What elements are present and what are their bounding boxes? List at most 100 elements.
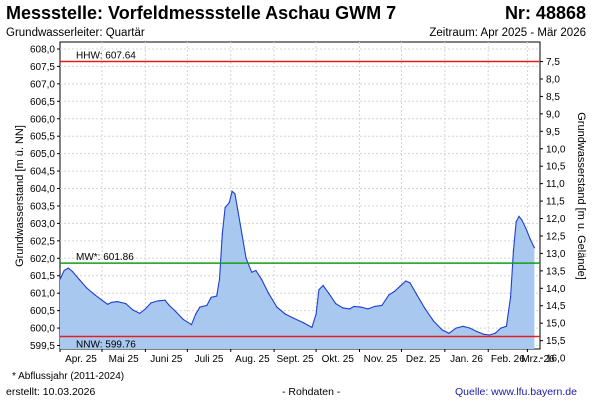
- x-tick-label: Juli 25: [195, 354, 224, 365]
- data-point: [101, 299, 103, 301]
- y-right-tick-label: 15,5: [546, 336, 566, 347]
- y-tick-label: 608,0: [30, 44, 55, 55]
- data-point: [525, 228, 527, 230]
- data-point: [86, 287, 88, 289]
- y-right-tick-label: 13,5: [546, 266, 566, 277]
- data-point: [424, 308, 426, 310]
- data-point: [237, 208, 239, 211]
- data-point: [483, 333, 485, 335]
- data-point: [529, 238, 531, 240]
- y-tick-label: 602,0: [30, 254, 55, 265]
- data-point: [489, 334, 491, 336]
- data-point: [469, 327, 471, 329]
- data-point: [533, 247, 536, 249]
- data-point: [157, 300, 159, 302]
- data-point: [416, 294, 418, 296]
- data-point: [367, 308, 369, 310]
- y-axis-left: 608,0 607,5 607,0 606,5 606,0 605,5 605,0 604,5…: [30, 44, 60, 352]
- data-point: [150, 302, 152, 304]
- reference-line-label: NNW: 599.76: [76, 339, 136, 350]
- data-point: [174, 310, 176, 312]
- raw-data-note: - Rohdaten -: [282, 386, 341, 398]
- x-tick-label: Mrz. 26: [521, 354, 555, 365]
- data-point: [476, 331, 478, 333]
- data-point: [276, 306, 278, 308]
- y-right-tick-label: 13,0: [546, 249, 566, 260]
- data-point: [405, 280, 407, 282]
- created-date: erstellt: 10.03.2026: [6, 386, 96, 398]
- series-line: [59, 190, 535, 336]
- data-point: [221, 233, 223, 235]
- data-point: [228, 201, 230, 204]
- y-right-tick-label: 8,0: [546, 74, 560, 85]
- period-label: Zeitraum: Apr 2025 - Mär 2026: [429, 27, 586, 39]
- data-point: [139, 312, 141, 314]
- y-tick-label: 599,5: [30, 341, 55, 352]
- y-right-tick-label: 9,0: [546, 109, 560, 120]
- data-point: [505, 325, 507, 327]
- footnote: * Abflussjahr (2011-2024): [12, 371, 125, 382]
- y-right-tick-label: 11,5: [546, 197, 565, 208]
- data-point: [79, 279, 81, 281]
- x-tick-label: Mai 25: [109, 354, 139, 365]
- data-point: [195, 313, 197, 315]
- y-right-tick-label: 9,5: [546, 127, 560, 138]
- data-point: [206, 304, 208, 306]
- plot-area: [59, 41, 541, 350]
- data-point: [500, 327, 502, 329]
- data-point: [168, 304, 170, 306]
- data-point: [255, 269, 257, 272]
- data-point: [510, 296, 512, 298]
- x-tick-label: Okt. 25: [322, 354, 355, 365]
- x-tick-label: Apr. 25: [65, 354, 97, 365]
- data-point: [216, 295, 218, 297]
- data-point: [399, 285, 401, 287]
- y-right-tick-label: 14,0: [546, 284, 566, 295]
- data-point: [353, 305, 355, 307]
- data-point: [190, 324, 193, 326]
- data-point: [315, 313, 317, 315]
- y-tick-label: 604,5: [30, 167, 55, 178]
- y-tick-label: 603,5: [30, 201, 55, 212]
- y-right-tick-label: 7,5: [546, 57, 560, 68]
- source-link[interactable]: Quelle: www.lfu.bayern.de: [455, 386, 577, 398]
- x-tick-label: Feb. 26: [491, 354, 525, 365]
- data-point: [293, 317, 295, 319]
- data-point: [72, 271, 74, 273]
- y-tick-label: 607,0: [30, 79, 55, 90]
- x-axis: Apr. 25 Mai 25 Juni 25 Juli 25 Aug. 25 Sept. …: [59, 349, 555, 365]
- data-point: [251, 271, 253, 273]
- y-tick-label: 603,0: [30, 219, 55, 230]
- data-point: [267, 292, 270, 294]
- data-point: [494, 332, 496, 334]
- y-tick-label: 601,0: [30, 289, 55, 300]
- data-point: [63, 269, 65, 272]
- y-axis-right: 7,5 8,0 8,5 9,0 9,5 10,0 10,5 11,0 11,5 12,0 12,5 1…: [540, 57, 566, 365]
- y-tick-label: 605,0: [30, 149, 55, 160]
- x-tick-label: Aug. 25: [235, 354, 270, 365]
- data-point: [164, 299, 166, 301]
- data-point: [125, 303, 127, 305]
- series-area-fill: [60, 191, 535, 349]
- y-tick-label: 604,0: [30, 184, 55, 195]
- x-tick-label: Dez. 25: [406, 354, 441, 365]
- y-tick-label: 602,5: [30, 236, 55, 247]
- y-right-tick-label: 16,0: [546, 354, 566, 365]
- data-point: [245, 257, 247, 259]
- data-point: [409, 282, 411, 284]
- data-point: [342, 307, 344, 309]
- data-point: [231, 190, 233, 192]
- data-point: [132, 309, 134, 311]
- data-point: [462, 325, 464, 327]
- reference-line-label: HHW: 607.64: [76, 51, 136, 62]
- data-point: [94, 294, 96, 296]
- data-point: [521, 219, 523, 221]
- y-tick-label: 607,5: [30, 62, 55, 73]
- y-axis-label-right: Grundwasserstand [m u. Gelände]: [575, 112, 587, 280]
- data-point: [388, 294, 390, 296]
- data-point: [322, 284, 324, 287]
- data-point: [335, 303, 337, 305]
- data-point: [59, 278, 61, 280]
- data-point: [116, 301, 118, 303]
- reference-line-label: MW*: 601.86: [76, 252, 134, 263]
